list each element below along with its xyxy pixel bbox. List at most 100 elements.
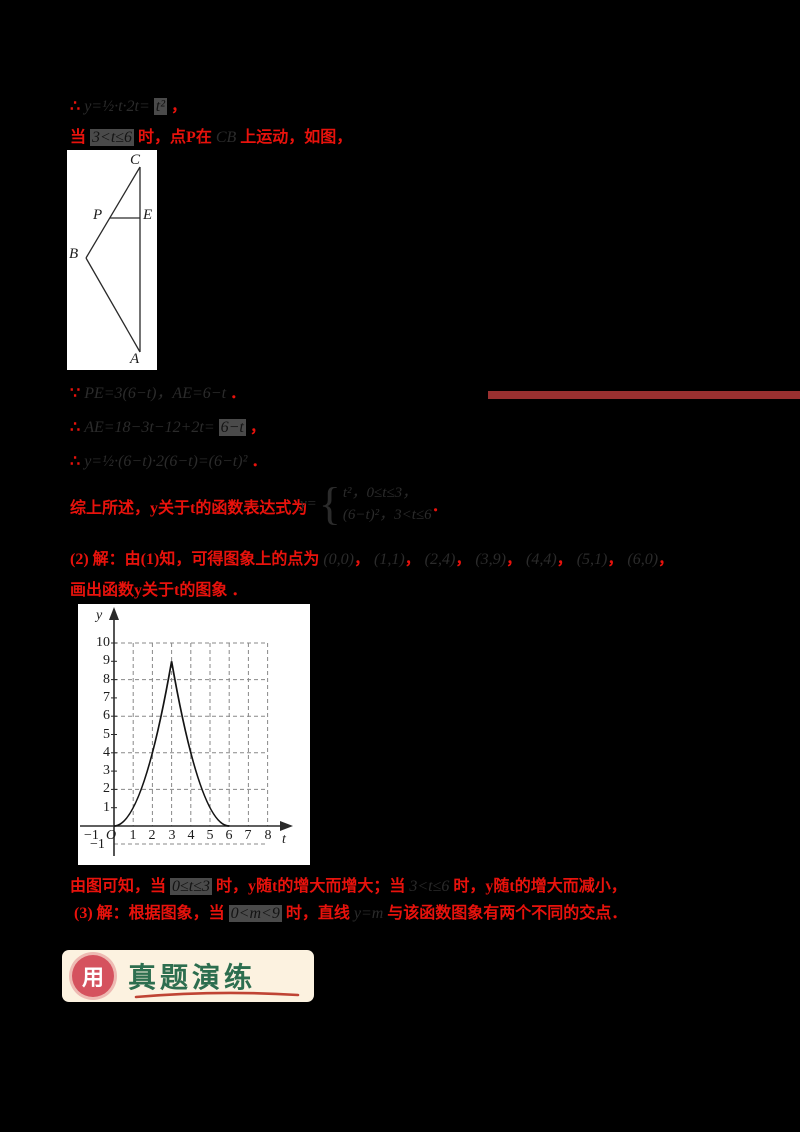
text-red: 上运动，如图，	[240, 129, 353, 146]
solution-line-1: ∴ y=½·t·2t= t² ，	[70, 97, 187, 117]
y-axis-label: y	[96, 608, 103, 623]
function-lhs: y=	[300, 495, 317, 512]
point-label-A: A	[130, 351, 140, 367]
x-axis-label: t	[282, 832, 286, 847]
coordinate-pair: (6,0)	[627, 551, 659, 568]
punctuation: ，	[404, 551, 421, 568]
conclusion-text: 综上所述，y关于t的函数表达式为	[70, 500, 308, 517]
punctuation: ，	[658, 551, 675, 568]
stamp-underline-swoosh	[134, 991, 300, 999]
step2-text: (2) 解：由(1)知，可得图象上的点为	[70, 551, 320, 568]
function-graph: y t 10 9 8 7 6 5 4 3 2 1 1 2 3 4 5 6 7 8…	[78, 604, 310, 865]
seal-character: 用	[81, 965, 104, 990]
y-neg-tick-label: −1	[90, 837, 105, 852]
x-tick-label: 5	[206, 828, 214, 843]
y-tick-label: 8	[103, 672, 110, 687]
solution-line-2: 当 3<t≤6 时，点P在 CB 上运动，如图，	[70, 128, 352, 148]
text-red: 时，y随t的增大而减小，	[453, 878, 627, 895]
inequality: 3<t≤6	[90, 129, 135, 146]
inequality: 0<m<9	[228, 905, 282, 922]
coordinate-pair: (3,9)	[475, 551, 506, 568]
case-2: (6−t)²，3<t≤6	[342, 507, 432, 523]
math-expression-highlight: t²	[153, 98, 168, 115]
segment-name: CB	[215, 129, 237, 146]
y-tick-label: 5	[103, 727, 110, 742]
geometry-figure: C P E B A	[67, 150, 157, 370]
inequality: 0≤t≤3	[170, 878, 213, 895]
punctuation: ，	[607, 551, 624, 568]
case-1: t²，0≤t≤3，	[342, 485, 418, 501]
math-expression: PE=3(6−t)，AE=6−t	[84, 385, 227, 402]
triangle-diagram	[85, 166, 141, 353]
x-tick-label: 6	[225, 828, 233, 843]
text-red: 时，点P在	[138, 129, 212, 146]
red-divider-bar	[488, 391, 800, 399]
graph-canvas	[80, 607, 293, 856]
y-tick-label: 6	[103, 708, 110, 723]
punctuation: ，	[249, 419, 266, 436]
solution-line-6: 综上所述，y关于t的函数表达式为	[70, 499, 307, 519]
solution-line-10: (3) 解：根据图象，当 0<m<9 时，直线 y=m 与该函数图象有两个不同的…	[74, 904, 627, 924]
point-label-E: E	[143, 207, 153, 223]
stamp-banner: 用 真题演练	[62, 950, 314, 1002]
draw-graph-text: 画出函数y关于t的图象	[70, 582, 228, 599]
punctuation: ，	[506, 551, 523, 568]
coordinate-pair: (1,1)	[374, 551, 405, 568]
origin-label: O	[106, 828, 117, 843]
punctuation: ，	[171, 98, 188, 115]
text-red: 当	[70, 129, 87, 146]
text-red: 时，直线	[285, 905, 350, 922]
because-symbol: ∵	[70, 385, 81, 402]
punctuation: ．	[431, 498, 448, 515]
stamp-seal: 用	[72, 955, 114, 997]
text-red: 时，y随t的增大而增大；当	[216, 878, 406, 895]
coordinate-pair: (4,4)	[526, 551, 557, 568]
punctuation: ，	[455, 551, 472, 568]
solution-line-5: ∴ y=½·(6−t)·2(6−t)=(6−t)² ．	[70, 452, 267, 472]
coordinate-pair: (2,4)	[424, 551, 456, 568]
math-expression: y=½·t·2t=	[84, 98, 150, 115]
therefore-symbol: ∴	[70, 453, 81, 470]
therefore-symbol: ∴	[70, 419, 81, 436]
solution-line-8: 画出函数y关于t的图象 ．	[70, 581, 247, 601]
y-tick-label: 10	[96, 635, 110, 650]
x-tick-label: 7	[244, 828, 252, 843]
y-tick-label: 7	[103, 690, 110, 705]
x-tick-label: 8	[264, 828, 272, 843]
solution-line-4: ∴ AE=18−3t−12+2t= 6−t ，	[70, 418, 266, 438]
y-tick-label: 1	[103, 800, 110, 815]
solution-line-7: (2) 解：由(1)知，可得图象上的点为 (0,0)， (1,1)， (2,4)…	[70, 550, 674, 570]
point-label-B: B	[69, 246, 79, 262]
x-neg-tick-label: −1	[84, 828, 99, 843]
punctuation: ．	[231, 582, 248, 599]
piecewise-function: y= { t²，0≤t≤3， (6−t)²，3<t≤6 ．	[300, 481, 448, 527]
y-tick-label: 4	[103, 745, 110, 760]
solution-line-3: ∵ PE=3(6−t)，AE=6−t ．	[70, 384, 246, 404]
coordinate-pair: (0,0)	[323, 551, 354, 568]
coordinate-pair: (5,1)	[576, 551, 608, 568]
y-tick-label: 9	[103, 653, 110, 668]
math-expression-highlight: 6−t	[218, 419, 246, 436]
stamp-title: 真题演练	[128, 963, 257, 994]
x-tick-label: 2	[148, 828, 156, 843]
math-expression: y=½·(6−t)·2(6−t)=(6−t)²	[84, 453, 248, 470]
x-tick-label: 1	[129, 828, 137, 843]
x-tick-label: 4	[187, 828, 195, 843]
punctuation: ，	[353, 551, 370, 568]
therefore-symbol: ∴	[70, 98, 81, 115]
line-equation: y=m	[353, 905, 384, 922]
piecewise-cases: t²，0≤t≤3， (6−t)²，3<t≤6	[343, 482, 432, 526]
punctuation: ．	[230, 385, 247, 402]
inequality: 3<t≤6	[409, 878, 450, 895]
point-label-P: P	[93, 207, 103, 223]
punctuation: ，	[556, 551, 573, 568]
step3-text: (3) 解：根据图象，当	[74, 905, 225, 922]
text-red: 由图可知，当	[70, 878, 167, 895]
point-label-C: C	[130, 152, 141, 168]
text-red: 与该函数图象有两个不同的交点．	[387, 905, 628, 922]
brace-symbol: {	[318, 478, 341, 529]
solution-line-9: 由图可知，当 0≤t≤3 时，y随t的增大而增大；当 3<t≤6 时，y随t的增…	[70, 877, 627, 897]
y-tick-label: 3	[103, 763, 110, 778]
x-tick-label: 3	[168, 828, 176, 843]
